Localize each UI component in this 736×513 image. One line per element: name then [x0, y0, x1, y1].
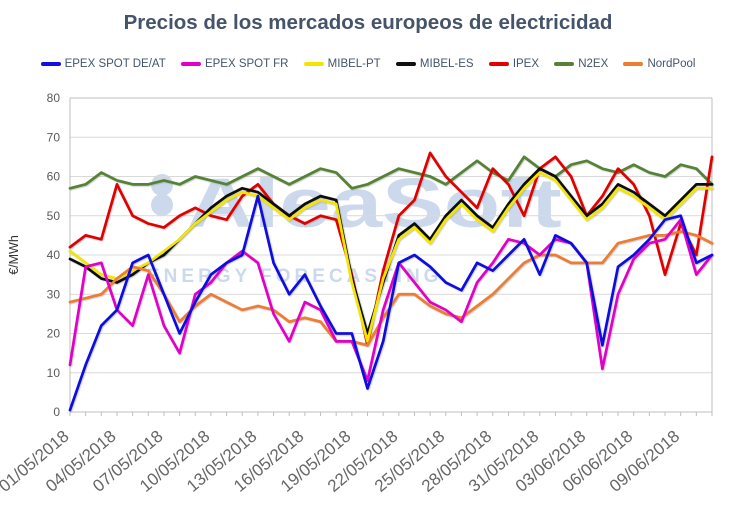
svg-text:50: 50 [47, 209, 61, 223]
svg-text:70: 70 [47, 130, 61, 144]
svg-text:€/MWh: €/MWh [7, 235, 21, 275]
svg-text:10: 10 [47, 366, 61, 380]
svg-text:20: 20 [47, 327, 61, 341]
svg-text:60: 60 [47, 170, 61, 184]
svg-text:80: 80 [47, 91, 61, 105]
svg-text:40: 40 [47, 248, 61, 262]
svg-text:30: 30 [47, 287, 61, 301]
svg-text:0: 0 [53, 405, 60, 419]
